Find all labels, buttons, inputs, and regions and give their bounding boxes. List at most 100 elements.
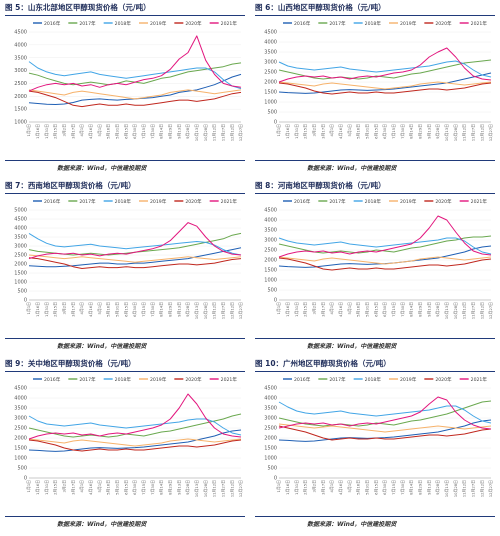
x-tick-label: 6月15日 (373, 302, 378, 317)
x-tick-label: 10月28日 (453, 302, 458, 319)
series-line (278, 60, 492, 78)
series-line (28, 35, 242, 92)
x-tick-label: 4月16日 (338, 480, 343, 495)
legend-label: 2019年 (150, 198, 167, 205)
legend-item: 2016年 (33, 20, 61, 27)
x-tick-label: 6月30日 (132, 302, 137, 317)
x-tick-label: 4月16日 (338, 124, 343, 139)
series-line (28, 90, 242, 108)
legend-label: 2016年 (294, 376, 311, 383)
y-tick-label: 3000 (14, 416, 27, 422)
x-tick-label: 1月1日 (26, 480, 31, 493)
y-tick-label: 1000 (14, 280, 27, 286)
x-tick-label: 5月16日 (106, 480, 111, 495)
chart-panel-10: 图 10：广州地区甲醇现货价格（元/吨） 2016年 2017年 2018年 2019… (255, 356, 495, 530)
y-tick-label: 1000 (264, 278, 277, 284)
x-tick-label: 5月31日 (365, 302, 370, 317)
source-note: 数据来源：Wind，中信建投期货 (307, 521, 397, 528)
y-tick-label: 1500 (264, 446, 277, 452)
legend-label: 2019年 (400, 376, 417, 383)
y-tick-label: 3500 (264, 50, 277, 56)
legend-label: 2020年 (435, 376, 452, 383)
title-rule (255, 193, 495, 194)
chart-title: 图 7：西南地区甲醇现货价格（元/吨） (5, 181, 136, 190)
legend-label: 2016年 (44, 198, 61, 205)
y-tick-label: 3500 (264, 228, 277, 234)
x-tick-label: 1月16日 (285, 124, 290, 139)
x-tick-label: 9月13日 (426, 124, 431, 139)
y-tick-label: 3000 (14, 244, 27, 250)
x-tick-label: 7月15日 (391, 124, 396, 139)
y-tick-label: 1000 (264, 456, 277, 462)
legend-item: 2020年 (174, 376, 202, 383)
x-tick-label: 8月14日 (159, 302, 164, 317)
series-line (278, 423, 492, 433)
x-tick-label: 11月27日 (221, 124, 226, 141)
x-tick-label: 9月28日 (185, 302, 190, 317)
legend-item: 2017年 (318, 20, 346, 27)
series-line (28, 232, 242, 256)
x-tick-label: 8月29日 (418, 124, 423, 139)
x-tick-label: 3月2日 (312, 480, 317, 493)
x-tick-label: 11月12日 (212, 302, 217, 319)
y-tick-label: 5000 (14, 208, 27, 214)
chart-title: 图 10：广州地区甲醇现货价格（元/吨） (255, 359, 391, 368)
legend-item: 2018年 (353, 20, 381, 27)
legend-item: 2019年 (139, 20, 167, 27)
series-line (278, 59, 492, 80)
legend-item: 2017年 (318, 376, 346, 383)
y-tick-label: 0 (274, 298, 277, 304)
x-tick-label: 12月12日 (229, 124, 234, 141)
y-tick-label: 4500 (264, 386, 277, 392)
legend-item: 2017年 (68, 376, 96, 383)
x-tick-label: 5月16日 (356, 124, 361, 139)
legend-label: 2016年 (294, 20, 311, 27)
x-tick-label: 11月27日 (471, 124, 476, 141)
x-tick-label: 9月13日 (176, 124, 181, 139)
y-tick-label: 1500 (14, 271, 27, 277)
x-tick-label: 12月12日 (479, 480, 484, 497)
x-tick-label: 3月17日 (70, 124, 75, 139)
x-tick-label: 4月16日 (88, 124, 93, 139)
y-tick-label: 2000 (264, 80, 277, 86)
x-tick-label: 10月28日 (203, 480, 208, 497)
source-note: 数据来源：Wind，中信建投期货 (57, 343, 147, 350)
y-tick-label: 3500 (264, 406, 277, 412)
x-tick-label: 9月13日 (426, 480, 431, 495)
x-tick-label: 10月13日 (444, 124, 449, 141)
chart-panel-6: 图 6：山西地区甲醇现货价格（元/吨） 2016年 2017年 2018年 2019年… (255, 0, 495, 174)
y-tick-label: 2500 (264, 248, 277, 254)
chart-panel-9: 图 9：关中地区甲醇现货价格（元/吨） 2016年 2017年 2018年 2019年… (5, 356, 245, 530)
y-tick-label: 4000 (264, 396, 277, 402)
y-tick-label: 3000 (14, 68, 27, 74)
x-tick-label: 9月13日 (176, 480, 181, 495)
line-chart: 2016年 2017年 2018年 2019年 2020年 2021年 0 500 1000 15… (264, 376, 493, 497)
y-tick-label: 1500 (264, 268, 277, 274)
source-note: 数据来源：Wind，中信建投期货 (57, 165, 147, 172)
x-tick-label: 2月15日 (53, 124, 58, 139)
series-line (28, 222, 242, 260)
legend-label: 2017年 (329, 376, 346, 383)
x-tick-label: 5月1日 (97, 124, 102, 137)
source-rule (255, 338, 495, 339)
chart-title: 图 9：关中地区甲醇现货价格（元/吨） (5, 359, 136, 368)
legend-label: 2016年 (44, 20, 61, 27)
x-tick-label: 7月15日 (141, 480, 146, 495)
x-tick-label: 11月27日 (221, 302, 226, 319)
y-tick-label: 1500 (14, 107, 27, 113)
x-tick-label: 9月13日 (426, 302, 431, 317)
series-line (278, 82, 492, 95)
legend-label: 2017年 (79, 376, 96, 383)
x-tick-label: 1月16日 (285, 480, 290, 495)
x-tick-label: 4月1日 (329, 480, 334, 493)
x-tick-label: 7月30日 (150, 480, 155, 495)
x-tick-label: 1月16日 (35, 302, 40, 317)
x-tick-label: 1月31日 (44, 302, 49, 317)
legend: 2016年 2017年 2018年 2019年 2020年 2021年 (33, 198, 237, 205)
source-rule (255, 516, 495, 517)
x-tick-label: 7月30日 (400, 302, 405, 317)
legend-label: 2018年 (365, 376, 382, 383)
legend-item: 2017年 (318, 198, 346, 205)
y-tick-label: 2000 (14, 262, 27, 268)
x-tick-label: 10月28日 (203, 302, 208, 319)
